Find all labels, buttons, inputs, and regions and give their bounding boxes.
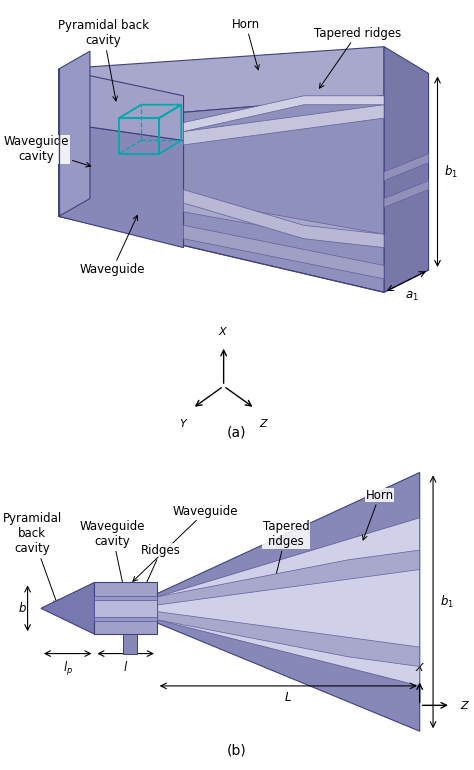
Text: $X$: $X$ [219, 325, 229, 337]
Polygon shape [384, 47, 428, 293]
Text: Waveguide
cavity: Waveguide cavity [80, 520, 145, 593]
Text: Ridges: Ridges [140, 544, 181, 596]
Polygon shape [157, 611, 419, 667]
Polygon shape [59, 122, 183, 248]
Text: Horn: Horn [363, 489, 393, 540]
Polygon shape [183, 199, 384, 248]
Text: $L$: $L$ [284, 691, 292, 704]
Text: Tapered
ridges: Tapered ridges [263, 520, 310, 585]
Polygon shape [59, 51, 90, 216]
Polygon shape [94, 582, 157, 634]
Text: $X$: $X$ [415, 661, 425, 673]
Polygon shape [41, 582, 94, 634]
Polygon shape [183, 95, 384, 132]
Polygon shape [94, 597, 157, 620]
Text: Tapered ridges: Tapered ridges [314, 27, 401, 88]
Polygon shape [94, 617, 157, 621]
Polygon shape [183, 105, 384, 145]
Text: Waveguide: Waveguide [80, 216, 145, 276]
Polygon shape [59, 95, 384, 293]
Text: $l_p$: $l_p$ [63, 660, 73, 678]
Polygon shape [59, 69, 183, 140]
Text: Horn: Horn [232, 18, 260, 70]
Polygon shape [384, 154, 428, 181]
Text: Pyramidal back
cavity: Pyramidal back cavity [58, 19, 149, 101]
Polygon shape [183, 189, 384, 248]
Text: $Z$: $Z$ [259, 417, 269, 430]
Text: $b$: $b$ [18, 601, 27, 615]
Text: $Z$: $Z$ [460, 699, 470, 711]
Polygon shape [157, 550, 419, 605]
Text: $b_1$: $b_1$ [440, 594, 454, 610]
Text: (a): (a) [227, 426, 247, 440]
Text: (b): (b) [227, 743, 247, 757]
Polygon shape [94, 596, 157, 600]
Text: $b_c$: $b_c$ [64, 601, 77, 615]
Text: Waveguide: Waveguide [133, 505, 238, 581]
Text: Pyramidal
back
cavity: Pyramidal back cavity [2, 512, 62, 604]
Polygon shape [384, 181, 428, 207]
Polygon shape [123, 634, 137, 654]
Text: $Y$: $Y$ [179, 417, 188, 430]
Text: $l$: $l$ [123, 660, 128, 674]
Polygon shape [183, 226, 384, 279]
Text: Waveguide
cavity: Waveguide cavity [4, 136, 91, 167]
Text: $a_1$: $a_1$ [405, 290, 419, 303]
Polygon shape [59, 47, 384, 122]
Polygon shape [157, 517, 419, 686]
Polygon shape [157, 473, 419, 732]
Text: $b_1$: $b_1$ [444, 164, 458, 179]
